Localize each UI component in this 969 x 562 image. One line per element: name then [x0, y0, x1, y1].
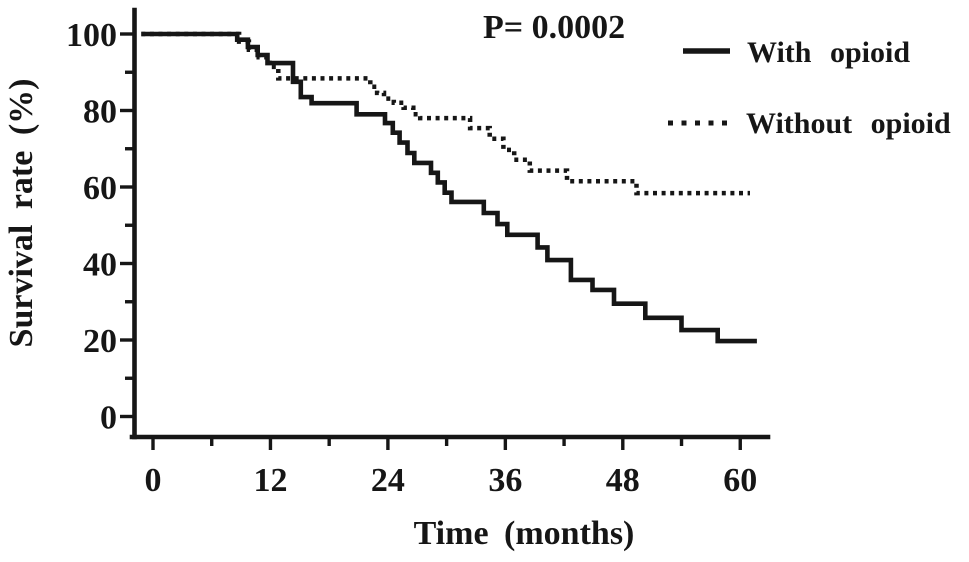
p-value-annotation: P= 0.0002 — [483, 9, 625, 46]
legend-label-without-opioid: Without opioid — [746, 107, 951, 140]
legend-label-with-opioid: With opioid — [747, 36, 910, 69]
legend: With opioid Without opioid — [668, 36, 951, 140]
x-tick-label: 36 — [488, 462, 522, 499]
curve-with-opioid — [141, 31, 757, 344]
x-tick-label: 60 — [723, 462, 757, 499]
curves-layer — [141, 31, 757, 344]
y-tick-label: 20 — [83, 323, 117, 360]
axes — [129, 7, 771, 440]
x-tick-label: 24 — [371, 462, 405, 499]
tick-marks-layer — [120, 32, 742, 450]
y-tick-label: 0 — [100, 400, 117, 437]
x-tick-label: 12 — [253, 462, 287, 499]
y-tick-label: 60 — [83, 170, 117, 207]
y-tick-label: 100 — [66, 17, 117, 54]
x-axis-title: Time (months) — [414, 515, 635, 552]
curve-without-opioid — [141, 31, 750, 196]
y-axis-title: Survival rate (%) — [3, 79, 40, 348]
y-tick-label: 40 — [83, 247, 117, 284]
x-tick-label: 0 — [145, 462, 162, 499]
x-tick-label: 48 — [606, 462, 640, 499]
y-tick-label: 80 — [83, 94, 117, 131]
tick-labels-layer: 0 12 24 36 48 60 0 20 40 60 80 100 — [66, 17, 757, 499]
